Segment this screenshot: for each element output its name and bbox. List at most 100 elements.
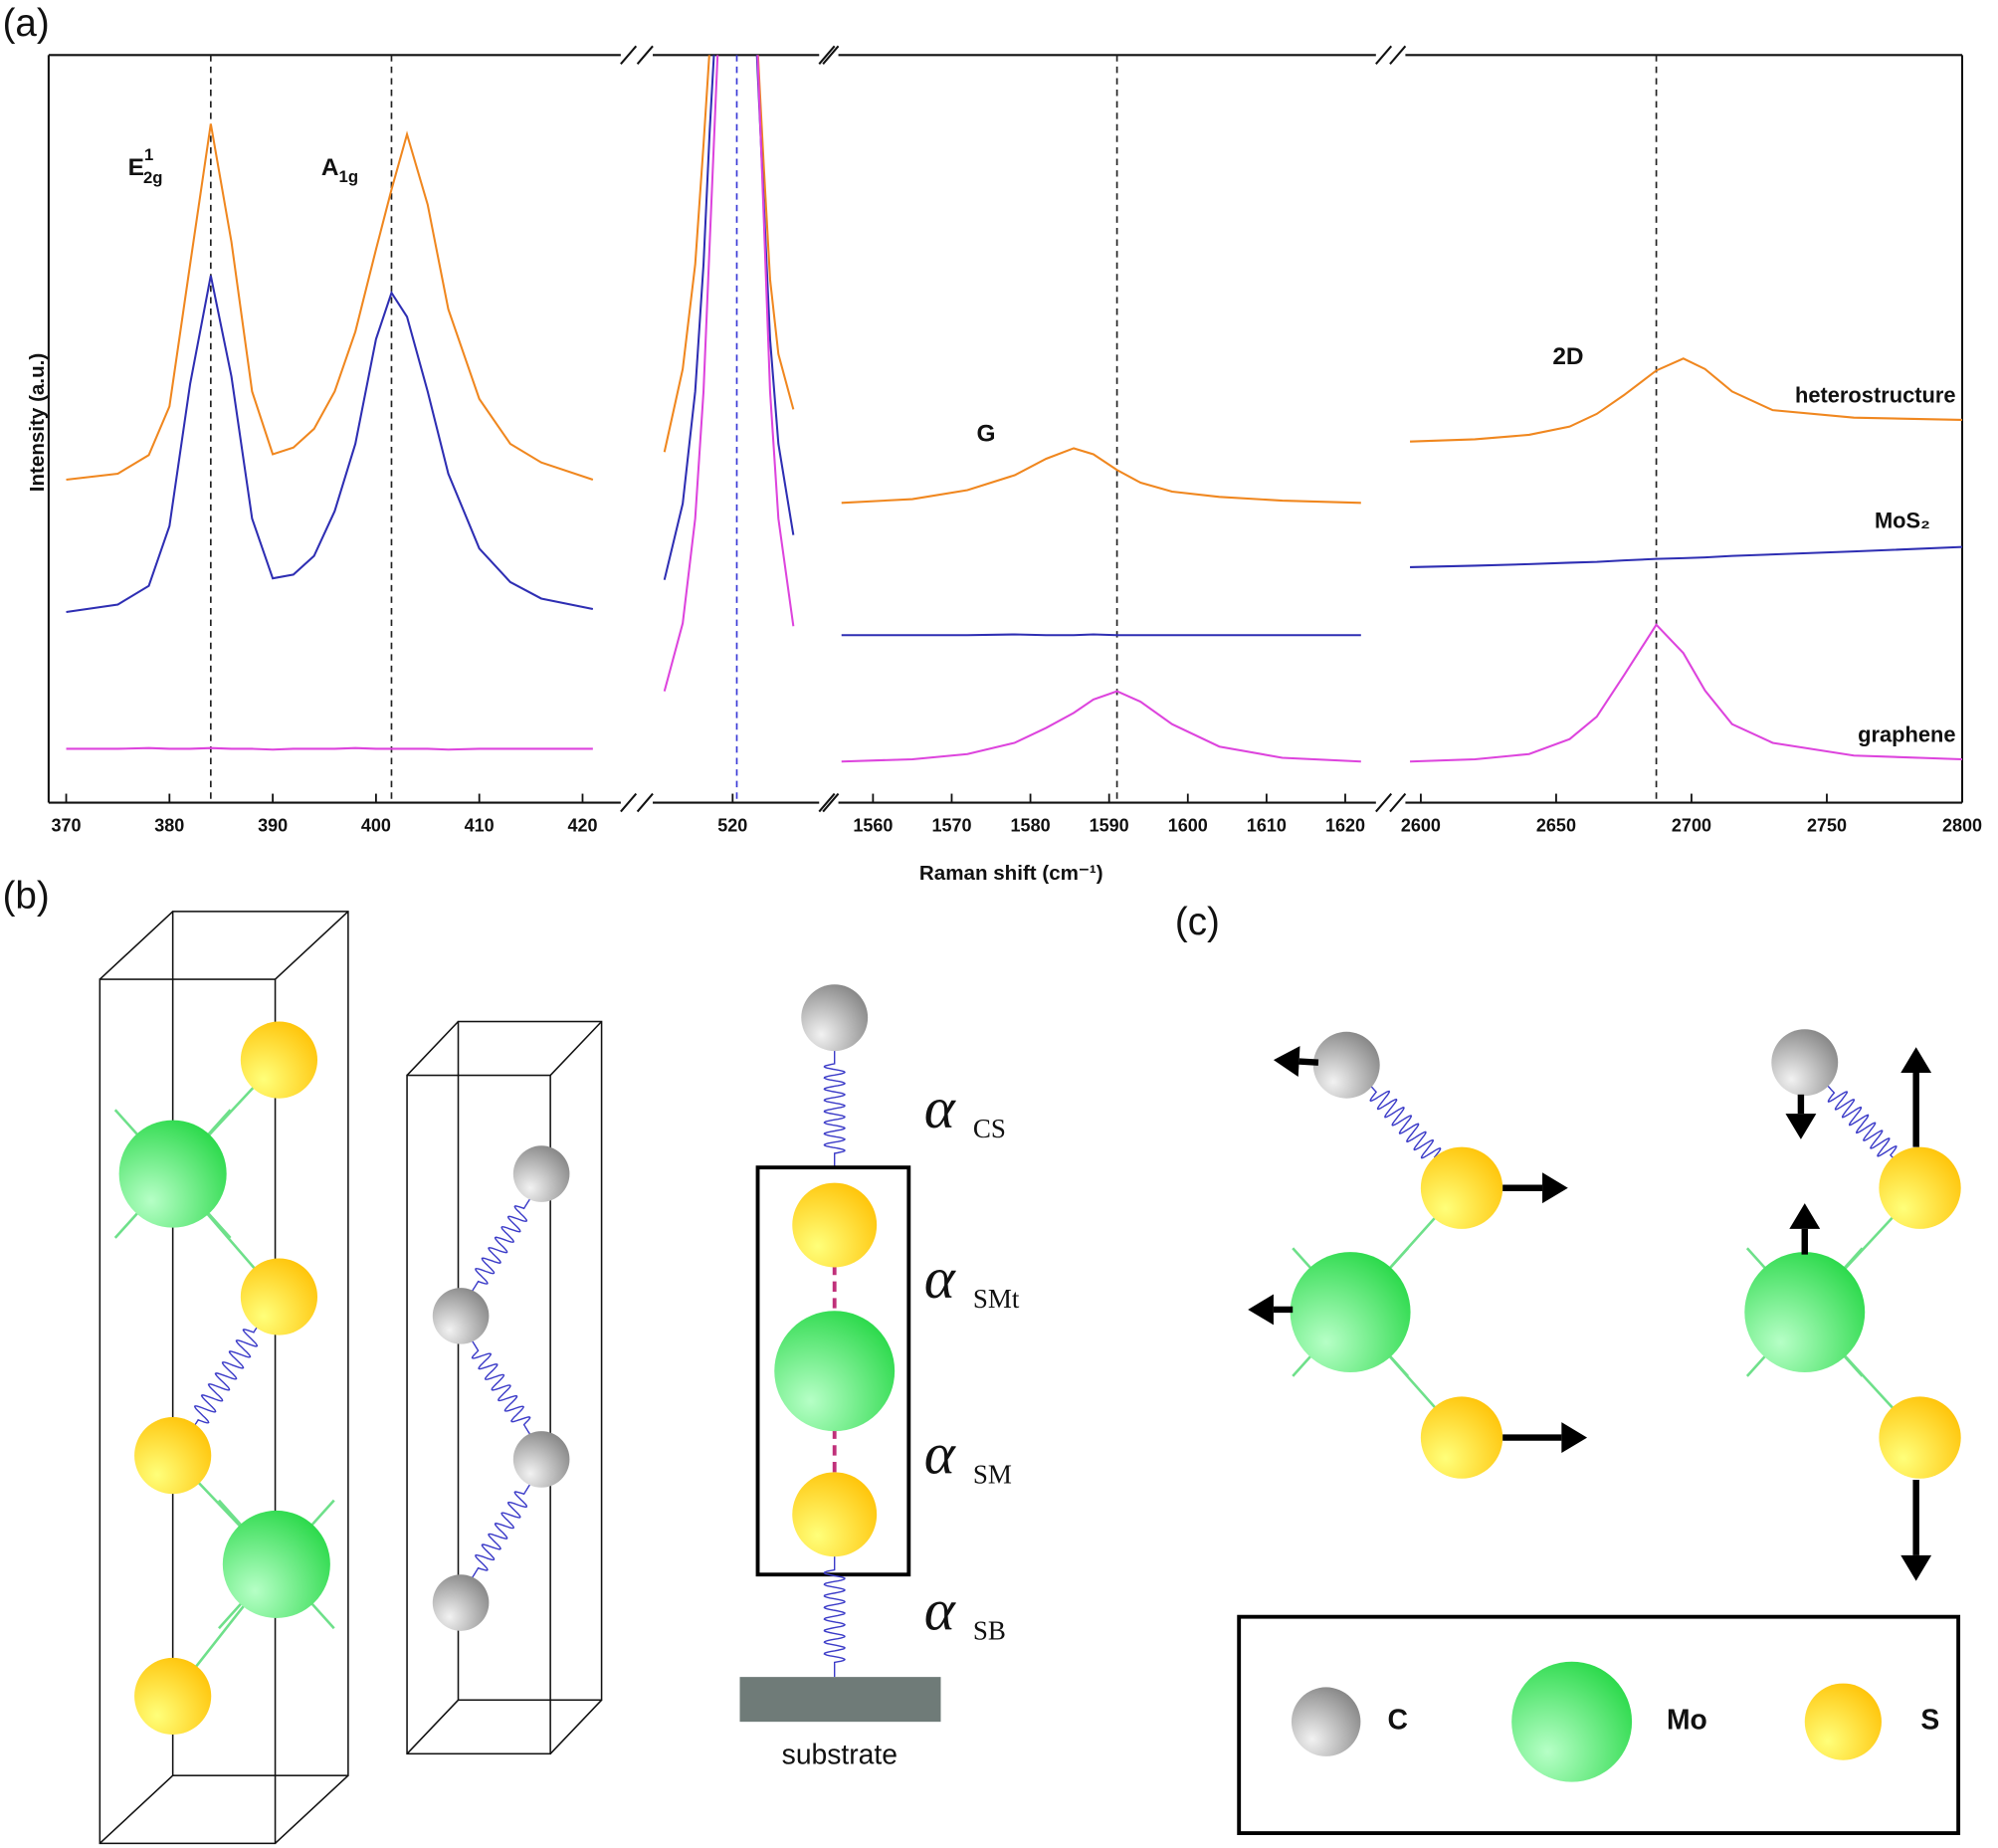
alpha-sub: SB bbox=[973, 1616, 1006, 1646]
spring bbox=[1366, 1081, 1445, 1168]
atom-s bbox=[1420, 1146, 1503, 1229]
cell-edge bbox=[275, 911, 349, 980]
x-tick-label: 390 bbox=[258, 816, 288, 836]
peak-label-text: E bbox=[128, 154, 144, 181]
arrow-head bbox=[1561, 1422, 1588, 1454]
cell-edge bbox=[549, 1699, 603, 1754]
peak-label: A1g bbox=[321, 154, 358, 186]
atom-c bbox=[801, 984, 869, 1052]
axis-break bbox=[636, 792, 654, 813]
x-tick-label: 1580 bbox=[1011, 816, 1051, 836]
axis-break bbox=[1375, 45, 1393, 65]
axis-break bbox=[818, 792, 836, 813]
x-tick-label: 520 bbox=[717, 816, 747, 836]
atom-s bbox=[792, 1182, 878, 1268]
series-line bbox=[841, 633, 1361, 637]
series-line bbox=[66, 123, 594, 482]
axis-break bbox=[822, 792, 840, 813]
axis-break bbox=[1389, 45, 1407, 65]
spring-constant-label: α SMt bbox=[924, 1245, 1020, 1315]
axis-break bbox=[1375, 792, 1393, 813]
alpha-sub: SM bbox=[973, 1460, 1012, 1490]
alpha: α bbox=[924, 1576, 957, 1642]
arrow-head bbox=[1248, 1294, 1274, 1326]
atom-c bbox=[1312, 1031, 1380, 1099]
atom-mo bbox=[774, 1311, 896, 1432]
series-line bbox=[841, 447, 1361, 505]
legend-box bbox=[1237, 1614, 1961, 1835]
arrow-head bbox=[1542, 1172, 1568, 1204]
cell-edge bbox=[171, 911, 349, 1776]
atom-s bbox=[240, 1258, 318, 1335]
atom-s bbox=[1879, 1146, 1961, 1229]
peak-label: G bbox=[976, 421, 995, 448]
spring bbox=[823, 1049, 846, 1168]
legend-label: graphene bbox=[1858, 721, 1955, 746]
atom-mo bbox=[118, 1120, 227, 1228]
alpha-sub: SMt bbox=[973, 1284, 1020, 1314]
peak-label-sup: 1 bbox=[144, 145, 153, 164]
unit-box bbox=[755, 1165, 911, 1577]
cell-edge bbox=[406, 1699, 460, 1754]
arrow-head bbox=[1900, 1554, 1932, 1581]
spring-constant-label: α CS bbox=[924, 1075, 1006, 1144]
x-tick-label: 410 bbox=[465, 816, 495, 836]
arrow-head bbox=[1900, 1047, 1932, 1073]
x-tick-label: 1600 bbox=[1168, 816, 1208, 836]
peak-label-text: A bbox=[321, 154, 339, 181]
axis-break bbox=[1389, 792, 1407, 813]
legend-label: Mo bbox=[1667, 1704, 1707, 1736]
spring bbox=[823, 1554, 846, 1678]
y-axis-label: Intensity (a.u.) bbox=[26, 353, 49, 492]
spring bbox=[1824, 1082, 1900, 1166]
panel-label: (a) bbox=[3, 2, 50, 45]
arrow-head bbox=[1273, 1046, 1300, 1077]
spring-constant-label: α SM bbox=[924, 1420, 1012, 1490]
x-tick-label: 2650 bbox=[1536, 816, 1576, 836]
atom-c bbox=[432, 1574, 490, 1631]
series-line bbox=[66, 275, 594, 614]
peak-label-text: G bbox=[976, 421, 995, 448]
arrow-head bbox=[1785, 1114, 1817, 1139]
peak-label-text: 2D bbox=[1552, 344, 1583, 371]
cell-edge bbox=[549, 1020, 603, 1077]
peak-label: E1 2g bbox=[128, 145, 163, 187]
axis-break bbox=[636, 45, 654, 65]
x-tick-label: 2750 bbox=[1807, 816, 1847, 836]
atom-mo bbox=[1744, 1252, 1866, 1372]
atom-s bbox=[1879, 1396, 1961, 1479]
axis-break bbox=[620, 792, 638, 813]
series-line bbox=[66, 746, 593, 751]
spring-constant-label: α SB bbox=[924, 1576, 1006, 1646]
x-tick-label: 1570 bbox=[931, 816, 971, 836]
x-tick-label: 1560 bbox=[853, 816, 893, 836]
peak-label: 2D bbox=[1552, 344, 1583, 371]
x-tick-label: 2600 bbox=[1401, 816, 1441, 836]
atom-s bbox=[134, 1417, 212, 1495]
atom-c bbox=[432, 1288, 490, 1344]
atom-s bbox=[1420, 1396, 1503, 1479]
cell-edge bbox=[406, 1020, 460, 1077]
cell-edge bbox=[275, 1774, 349, 1844]
series-line bbox=[841, 690, 1361, 763]
cell-edge bbox=[406, 1074, 551, 1755]
alpha: α bbox=[924, 1245, 957, 1311]
arrow-shaft bbox=[1299, 1058, 1319, 1066]
atom-s bbox=[240, 1021, 318, 1099]
atom-mo bbox=[1290, 1252, 1411, 1372]
atom-mo bbox=[222, 1510, 330, 1618]
panel-label: (c) bbox=[1175, 901, 1220, 943]
panel-label: (b) bbox=[3, 875, 50, 918]
legend-label: MoS₂ bbox=[1875, 509, 1930, 533]
cell-edge bbox=[99, 911, 174, 980]
x-tick-label: 380 bbox=[154, 816, 184, 836]
atom-s bbox=[792, 1472, 878, 1557]
cell-edge bbox=[457, 1020, 603, 1702]
legend-label: heterostructure bbox=[1795, 383, 1956, 408]
x-tick-label: 370 bbox=[52, 816, 82, 836]
axis-break bbox=[822, 45, 840, 65]
legend-label: C bbox=[1387, 1704, 1407, 1736]
substrate-label: substrate bbox=[782, 1738, 898, 1769]
